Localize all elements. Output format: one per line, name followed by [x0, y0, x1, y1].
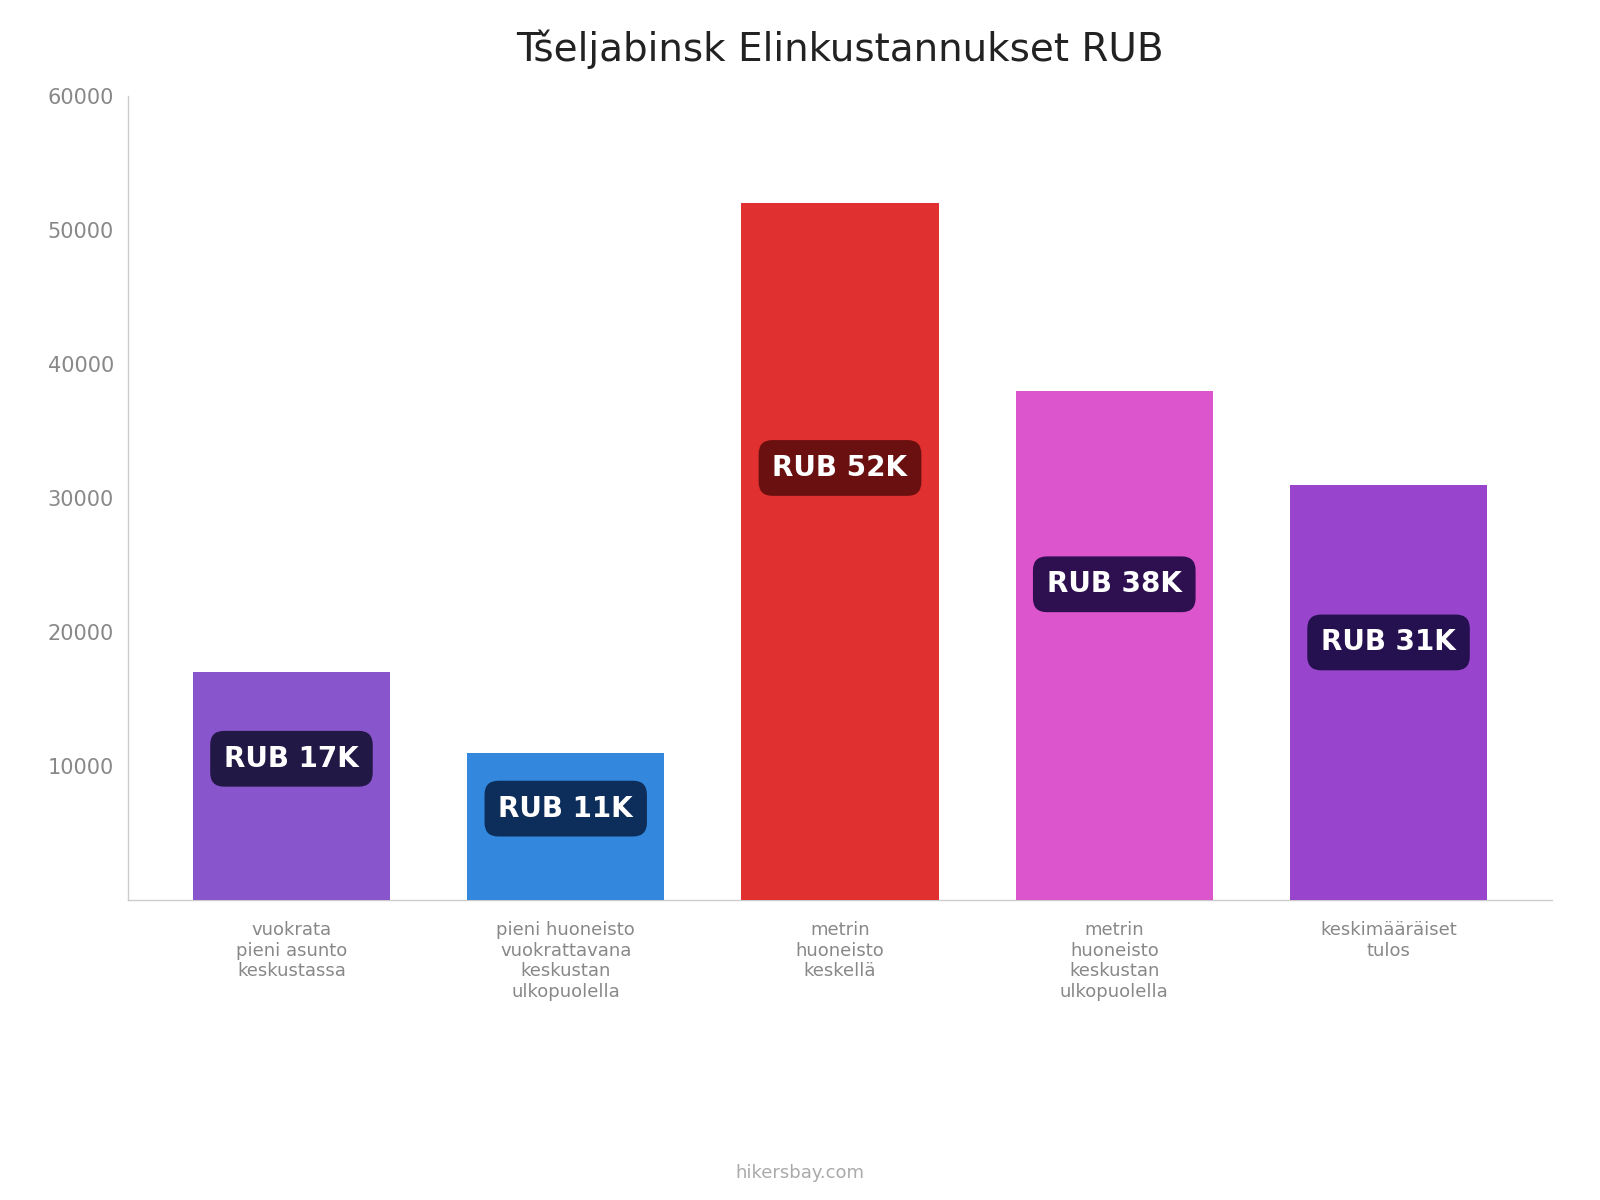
Text: RUB 52K: RUB 52K	[773, 454, 907, 482]
Bar	[192, 672, 390, 900]
Text: hikersbay.com: hikersbay.com	[736, 1164, 864, 1182]
Text: RUB 31K: RUB 31K	[1322, 629, 1456, 656]
Bar	[1016, 391, 1213, 900]
Bar	[467, 752, 664, 900]
Bar	[1290, 485, 1488, 900]
Text: RUB 11K: RUB 11K	[499, 794, 634, 823]
Title: Tšeljabinsk Elinkustannukset RUB: Tšeljabinsk Elinkustannukset RUB	[517, 30, 1163, 70]
Text: RUB 17K: RUB 17K	[224, 745, 358, 773]
Text: RUB 38K: RUB 38K	[1046, 570, 1182, 599]
Bar	[741, 203, 939, 900]
